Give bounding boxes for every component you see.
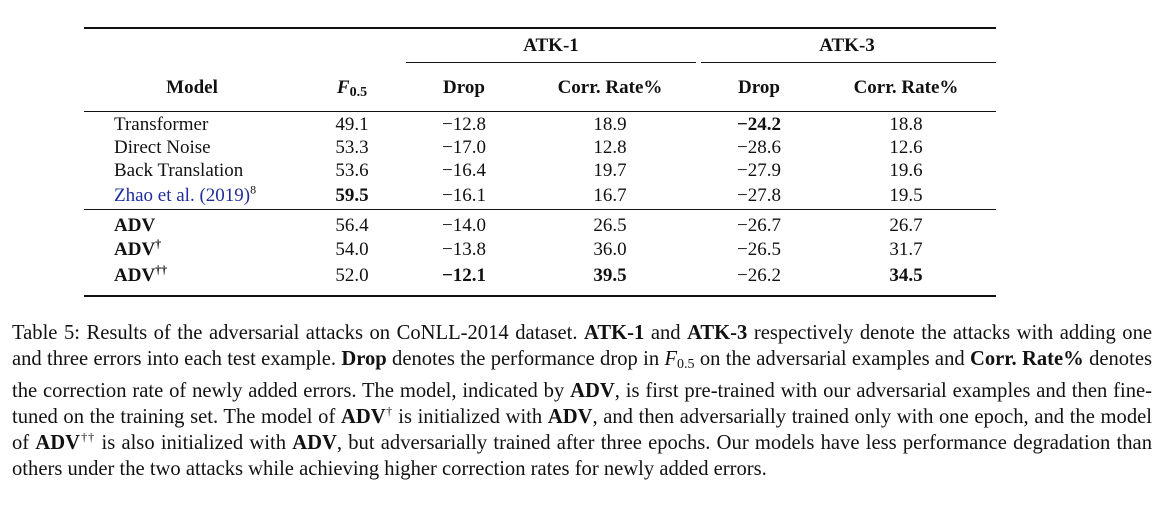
- row-3-model: Zhao et al. (2019)8: [114, 182, 257, 207]
- caption-text-4: denotes the performance drop in: [386, 348, 665, 370]
- col-header-drop-atk1: Drop: [443, 77, 485, 98]
- caption-text-3: respectively denote the attacks with add…: [12, 322, 1153, 370]
- row-1-corr3: 12.6: [889, 137, 923, 158]
- row-6-f05: 52.0: [335, 265, 369, 286]
- row-5-f05: 54.0: [335, 239, 369, 260]
- caption-text-10: is also initialized with: [95, 432, 293, 454]
- row-2-f05: 53.6: [335, 160, 369, 181]
- caption-text-5: on the adversarial examples and: [694, 348, 970, 370]
- caption-bold-corr: Corr. Rate%: [969, 348, 1084, 370]
- row-3-drop3: −27.8: [737, 185, 781, 206]
- row-6-drop1: −12.1: [441, 265, 487, 286]
- row-5-model: ADV†: [114, 236, 162, 261]
- caption-text-8: is initialized with: [392, 406, 548, 428]
- row-5-corr1: 36.0: [593, 239, 627, 260]
- row-0-corr3: 18.8: [889, 114, 923, 135]
- row-6-model-name: ADV: [114, 265, 156, 286]
- caption-text-11: , but adversarially trained after three …: [12, 432, 1152, 480]
- table-top-rule: [84, 27, 996, 29]
- row-5-corr3: 31.7: [889, 239, 923, 260]
- row-5-model-name: ADV: [114, 239, 156, 260]
- row-5-drop3: −26.5: [737, 239, 781, 260]
- row-2-drop1: −16.4: [442, 160, 486, 181]
- caption-f-sub: 0.5: [677, 357, 695, 372]
- row-6-corr1: 39.5: [593, 265, 627, 286]
- row-6-model: ADV††: [114, 262, 168, 287]
- row-0-drop3: −24.2: [736, 114, 782, 135]
- row-2-corr1: 19.7: [593, 160, 627, 181]
- footnote-marker[interactable]: 8: [250, 182, 257, 197]
- caption-text-1: Table 5: Results of the adversarial atta…: [12, 322, 585, 344]
- row-5-drop1: −13.8: [442, 239, 486, 260]
- col-header-model: Model: [166, 77, 218, 98]
- row-6-dagger: ††: [155, 262, 168, 277]
- row-4-f05: 56.4: [335, 215, 369, 236]
- f-letter: F: [336, 77, 350, 98]
- group-header-atk1: ATK-1: [523, 35, 579, 56]
- row-0-corr1: 18.9: [593, 114, 627, 135]
- header-rule: [84, 111, 996, 112]
- caption-bold-atk3: ATK-3: [687, 322, 748, 344]
- f-subscript: 0.5: [349, 85, 368, 100]
- caption-bold-adv-5: ADV: [292, 432, 337, 454]
- section-rule: [84, 209, 996, 210]
- caption-text-2: and: [644, 322, 688, 344]
- row-2-model: Back Translation: [114, 160, 244, 181]
- caption-bold-atk1: ATK-1: [584, 322, 645, 344]
- caption-text-9: , and then adversarially trained only wi…: [12, 406, 1152, 454]
- col-header-corr-atk3: Corr. Rate%: [853, 77, 959, 98]
- caption-bold-adv-4: ADV: [35, 432, 81, 454]
- caption-text-7: , is first pre-trained with our adversar…: [12, 380, 1152, 428]
- row-3-f05: 59.5: [335, 185, 369, 206]
- row-2-corr3: 19.6: [889, 160, 923, 181]
- table-bottom-rule: [84, 295, 996, 297]
- row-1-corr1: 12.8: [593, 137, 627, 158]
- caption-bold-adv-1: ADV: [570, 380, 615, 402]
- caption-dagger-2: ††: [80, 430, 96, 445]
- row-3-drop1: −16.1: [442, 185, 486, 206]
- row-1-model: Direct Noise: [114, 137, 211, 158]
- row-3-corr1: 16.7: [593, 185, 627, 206]
- col-header-corr-atk1: Corr. Rate%: [557, 77, 663, 98]
- caption-bold-adv-2: ADV: [340, 406, 386, 428]
- row-4-drop3: −26.7: [737, 215, 781, 236]
- caption-text-6: denotes the correction rate of newly add…: [12, 348, 1152, 402]
- row-5-dagger: †: [155, 236, 162, 251]
- table-caption: Table 5: Results of the adversarial atta…: [12, 320, 1152, 482]
- row-4-corr1: 26.5: [593, 215, 627, 236]
- row-6-corr3: 34.5: [889, 265, 923, 286]
- row-4-corr3: 26.7: [889, 215, 923, 236]
- row-6-drop3: −26.2: [737, 265, 781, 286]
- row-0-model: Transformer: [114, 114, 209, 135]
- row-1-f05: 53.3: [335, 137, 369, 158]
- row-4-model: ADV: [114, 215, 156, 236]
- caption-f-letter: F: [664, 348, 678, 370]
- col-header-drop-atk3: Drop: [738, 77, 780, 98]
- caption-bold-drop: Drop: [341, 348, 387, 370]
- citation-link[interactable]: Zhao et al. (2019): [114, 185, 251, 206]
- row-0-f05: 49.1: [335, 114, 369, 135]
- caption-dagger-1: †: [385, 404, 393, 419]
- row-3-corr3: 19.5: [889, 185, 923, 206]
- row-1-drop1: −17.0: [442, 137, 486, 158]
- group-header-atk3: ATK-3: [819, 35, 875, 56]
- row-1-drop3: −28.6: [737, 137, 781, 158]
- group-rule-atk3: [701, 62, 996, 63]
- row-4-drop1: −14.0: [442, 215, 486, 236]
- group-rule-atk1: [406, 62, 696, 63]
- caption-bold-adv-3: ADV: [547, 406, 593, 428]
- col-header-f05: F0.5: [337, 77, 367, 104]
- row-0-drop1: −12.8: [442, 114, 486, 135]
- row-2-drop3: −27.9: [737, 160, 781, 181]
